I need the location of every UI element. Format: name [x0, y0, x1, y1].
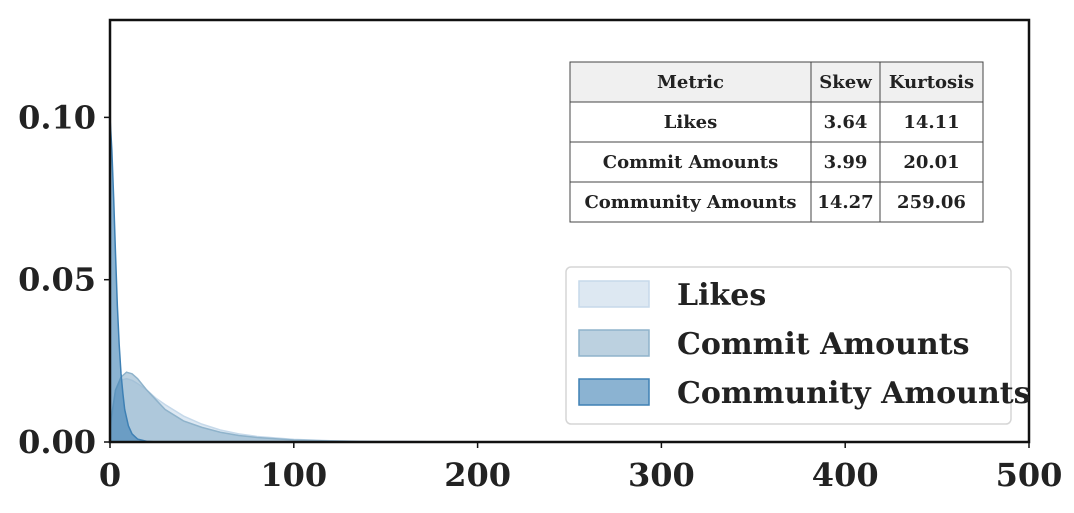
table-header-cell: Kurtosis	[889, 72, 974, 93]
table-cell: Community Amounts	[584, 192, 796, 213]
legend-label: Likes	[677, 278, 766, 313]
x-tick-label: 200	[444, 456, 511, 494]
plot-frame	[108, 18, 1031, 444]
table-cell: Likes	[664, 112, 718, 133]
x-tick-label: 0	[99, 456, 121, 494]
legend-swatch	[578, 378, 650, 406]
table-cell: 20.01	[903, 152, 959, 173]
legend-label: Community Amounts	[677, 376, 1031, 411]
table-cell: 3.99	[824, 152, 868, 173]
table-header-cell: Metric	[657, 72, 724, 93]
stats-table: Metric Skew Kurtosis Likes 3.64 14.11 Commit A…	[569, 61, 984, 223]
legend-swatch	[578, 280, 650, 308]
legend: Likes Commit Amounts Community Amounts	[565, 266, 1031, 425]
y-tick-label: 0.00	[18, 423, 96, 461]
table-cell: 259.06	[897, 192, 966, 213]
legend-swatch	[578, 329, 650, 357]
x-tick-label: 100	[260, 456, 327, 494]
table-cell: 14.11	[903, 112, 959, 133]
x-tick-label: 500	[996, 456, 1063, 494]
table-cell: Commit Amounts	[603, 152, 778, 173]
y-tick-label: 0.05	[18, 261, 96, 299]
table-cell: 14.27	[817, 192, 873, 213]
x-tick-label: 400	[812, 456, 879, 494]
table-header-background	[570, 62, 983, 102]
x-tick-label: 300	[628, 456, 695, 494]
y-axis-ticks: 0.00 0.05 0.10	[18, 98, 110, 461]
table-header-cell: Skew	[819, 72, 872, 93]
y-tick-label: 0.10	[18, 98, 96, 136]
table-cell: 3.64	[824, 112, 868, 133]
x-axis-ticks: 0 100 200 300 400 500	[99, 442, 1063, 494]
legend-box	[565, 266, 1012, 425]
legend-label: Commit Amounts	[677, 327, 969, 362]
